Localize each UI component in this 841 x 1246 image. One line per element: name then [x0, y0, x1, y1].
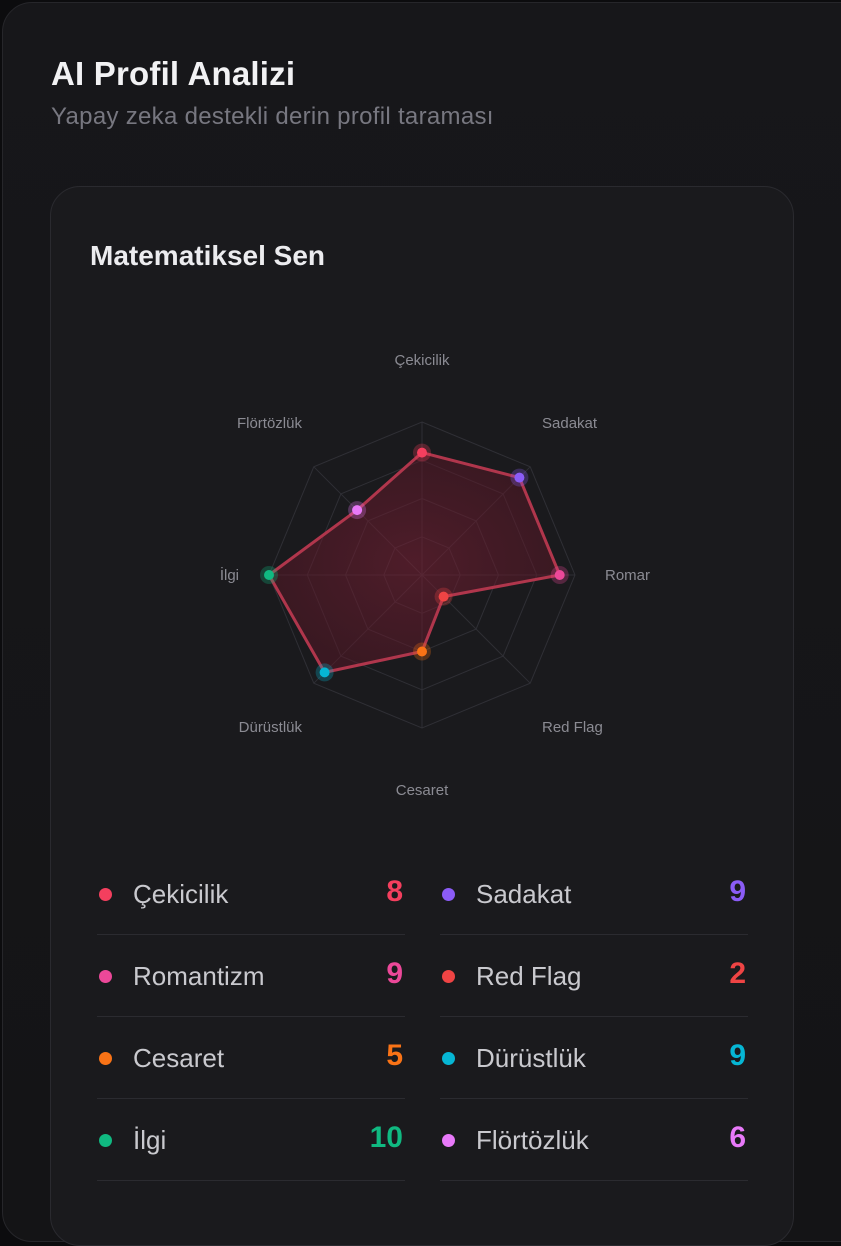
stat-item-cekicilik: Çekicilik 8 [97, 853, 405, 935]
radar-point [319, 667, 330, 678]
radar-points [260, 443, 569, 682]
stat-dot [99, 970, 112, 983]
stat-value: 8 [386, 875, 403, 908]
stat-item-red-flag: Red Flag 2 [440, 935, 748, 1017]
stat-label: Flörtözlük [476, 1125, 589, 1155]
radar-point [438, 591, 449, 602]
radar-chart: Çekicilik Sadakat Romar Red Flag Cesaret Dürü… [220, 352, 650, 799]
stat-item-flortozluk: Flörtözlük 6 [440, 1099, 748, 1181]
page-subtitle: Yapay zeka destekli derin profil taramas… [51, 103, 494, 130]
stat-item-durustluk: Dürüstlük 9 [440, 1017, 748, 1099]
stat-dot [99, 1134, 112, 1147]
radar-point [514, 472, 525, 483]
page-title: AI Profil Analizi [51, 55, 296, 92]
radar-point [264, 570, 274, 580]
stat-label: Romantizm [133, 961, 265, 991]
radar-point [554, 570, 565, 580]
stat-value: 5 [386, 1039, 403, 1072]
radar-axis-label: Cesaret [396, 782, 449, 799]
stat-item-cesaret: Cesaret 5 [97, 1017, 405, 1099]
card-title: Matematiksel Sen [90, 240, 325, 271]
radar-point [417, 447, 427, 458]
radar-axis-label: Çekicilik [394, 352, 450, 369]
radar-axis-label: İlgi [220, 566, 239, 584]
stat-item-romantizm: Romantizm 9 [97, 935, 405, 1017]
stat-label: Cesaret [133, 1043, 225, 1073]
stat-label: İlgi [133, 1125, 167, 1155]
stat-label: Çekicilik [133, 879, 229, 909]
stat-dot [99, 1052, 112, 1065]
stat-value: 9 [729, 875, 746, 908]
radar-point [417, 646, 427, 657]
stat-dot [442, 970, 455, 983]
stat-value: 9 [386, 957, 403, 990]
radar-axis-label: Dürüstlük [239, 719, 303, 736]
radar-axis-label: Red Flag [542, 719, 603, 736]
stat-item-ilgi: İlgi 10 [97, 1099, 405, 1181]
stat-value: 6 [729, 1121, 746, 1154]
stat-label: Sadakat [476, 879, 572, 909]
stat-item-sadakat: Sadakat 9 [440, 853, 748, 935]
stat-dot [442, 888, 455, 901]
stat-value: 2 [729, 957, 746, 990]
stat-value: 9 [729, 1039, 746, 1072]
stat-label: Dürüstlük [476, 1043, 586, 1073]
stat-value: 10 [369, 1121, 403, 1154]
radar-axis-label: Flörtözlük [237, 415, 303, 432]
stat-label: Red Flag [476, 961, 582, 991]
radar-point [352, 505, 363, 516]
radar-axis-label: Romar [605, 567, 650, 584]
radar-axis-label: Sadakat [542, 415, 598, 432]
radar-axis-labels: Çekicilik Sadakat Romar Red Flag Cesaret Dürü… [220, 352, 650, 799]
stat-dot [442, 1134, 455, 1147]
stat-dot [99, 888, 112, 901]
stat-dot [442, 1052, 455, 1065]
